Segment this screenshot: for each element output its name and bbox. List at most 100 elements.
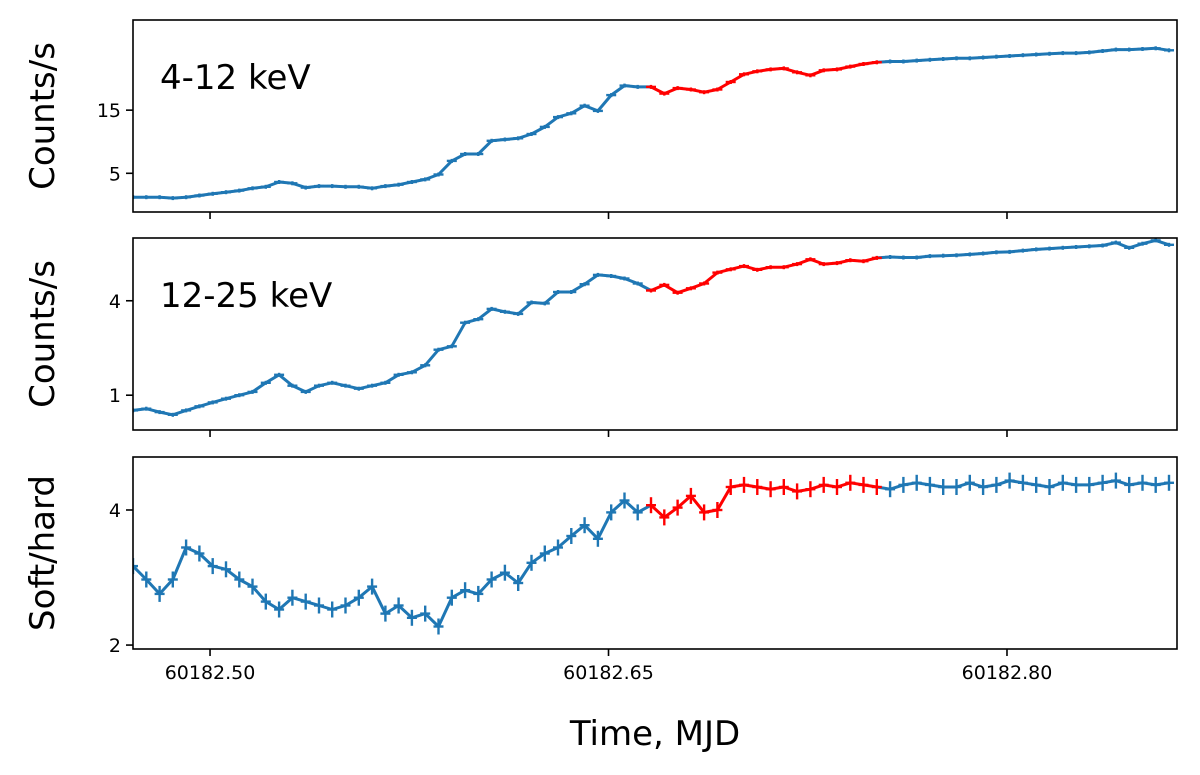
- data-point-soft: [832, 67, 842, 72]
- series-segment-ratio: [623, 499, 640, 514]
- data-point-soft: [1084, 50, 1095, 55]
- ylabel-ratio: Soft/hard: [23, 475, 63, 631]
- series-segment-hard: [264, 373, 281, 385]
- data-point-hard: [858, 259, 869, 264]
- plot-area-soft: [133, 46, 1174, 201]
- data-point-ratio: [167, 571, 178, 588]
- data-point-ratio: [1110, 472, 1121, 489]
- data-point-ratio: [380, 605, 391, 622]
- xtick-label: 60182.80: [962, 662, 1053, 684]
- series-segment-ratio: [583, 523, 600, 541]
- data-point-hard: [699, 281, 710, 286]
- data-point-soft: [739, 72, 749, 77]
- series-segment-ratio: [476, 578, 494, 596]
- data-point-soft: [1057, 51, 1068, 56]
- data-point-ratio: [951, 479, 962, 495]
- series-segment-ratio: [530, 552, 547, 565]
- data-point-ratio: [181, 539, 192, 556]
- data-point-hard: [353, 386, 364, 391]
- data-point-soft: [964, 56, 975, 61]
- data-point-hard: [207, 400, 218, 405]
- data-point-soft: [274, 180, 285, 184]
- data-point-ratio: [659, 509, 670, 526]
- series-segment-ratio: [264, 600, 281, 611]
- data-point-ratio: [978, 479, 989, 495]
- data-point-soft: [287, 181, 298, 186]
- data-point-soft: [699, 90, 710, 95]
- data-point-hard: [393, 372, 404, 377]
- data-point-ratio: [221, 561, 231, 578]
- data-point-ratio: [1164, 474, 1174, 491]
- data-point-ratio: [898, 476, 909, 493]
- data-point-hard: [300, 389, 311, 394]
- data-point-soft: [898, 59, 909, 64]
- data-point-soft: [778, 66, 789, 71]
- series-segment-ratio: [383, 604, 401, 616]
- series-segment-hard: [583, 273, 600, 286]
- data-point-hard: [340, 383, 351, 388]
- data-point-hard: [513, 311, 524, 316]
- data-point-hard: [579, 282, 590, 287]
- data-point-soft: [1097, 49, 1108, 53]
- data-point-hard: [1097, 243, 1108, 248]
- data-point-ratio: [314, 597, 324, 614]
- ytick-label: 4: [109, 291, 121, 313]
- panel-label-hard: 12-25 keV: [160, 276, 332, 316]
- data-point-hard: [314, 383, 324, 388]
- series-segment-hard: [516, 301, 533, 316]
- series-segment-ratio: [689, 494, 706, 514]
- series-segment-hard: [423, 348, 440, 367]
- data-point-ratio: [194, 545, 205, 562]
- series-segment-hard: [383, 373, 401, 385]
- panel-hard: 12-25 keV Counts/s 14: [23, 237, 1178, 431]
- data-point-ratio: [247, 578, 258, 595]
- data-point-hard: [194, 404, 205, 409]
- data-point-ratio: [752, 479, 763, 495]
- data-point-hard: [659, 282, 670, 287]
- data-point-hard: [433, 347, 444, 352]
- data-point-hard: [260, 380, 271, 385]
- data-point-soft: [486, 138, 497, 143]
- data-point-soft: [1071, 51, 1082, 56]
- data-point-ratio: [1004, 472, 1015, 489]
- data-point-ratio: [327, 601, 338, 618]
- series-group-ratio: [133, 472, 1174, 635]
- series-segment-ratio: [662, 506, 680, 519]
- series-segment-hard: [569, 282, 587, 294]
- data-point-hard: [1017, 248, 1028, 253]
- data-point-ratio: [526, 554, 537, 571]
- frame-hard: [132, 237, 1178, 431]
- data-point-ratio: [154, 585, 165, 602]
- data-point-hard: [553, 290, 563, 294]
- x-ticks: 60182.50 60182.65 60182.80: [165, 212, 1053, 684]
- ytick-label: 1: [109, 385, 121, 407]
- data-point-soft: [553, 115, 563, 120]
- data-point-hard: [592, 272, 603, 277]
- series-segment-ratio: [344, 596, 361, 607]
- data-point-ratio: [592, 530, 603, 547]
- data-point-hard: [446, 344, 457, 349]
- data-point-ratio: [353, 589, 364, 606]
- series-segment-soft: [596, 93, 613, 113]
- data-point-ratio: [207, 558, 218, 575]
- series-segment-ratio: [133, 564, 148, 581]
- data-point-soft: [433, 172, 444, 177]
- data-point-hard: [938, 253, 949, 258]
- data-point-ratio: [460, 582, 471, 599]
- data-point-ratio: [393, 597, 404, 614]
- yticks-soft: 5 15: [97, 100, 133, 185]
- ylabel-soft: Counts/s: [23, 42, 63, 190]
- series-segment-ratio: [370, 585, 387, 616]
- data-point-hard: [765, 265, 776, 270]
- data-point-hard: [1137, 241, 1148, 246]
- data-point-hard: [898, 255, 909, 260]
- data-point-hard: [1071, 245, 1082, 249]
- frame-ratio: [132, 456, 1178, 650]
- series-segment-ratio: [516, 561, 533, 585]
- data-point-hard: [473, 317, 484, 322]
- data-point-hard: [539, 301, 550, 306]
- data-point-soft: [1137, 47, 1148, 51]
- data-point-ratio: [260, 593, 271, 610]
- data-point-ratio: [805, 481, 816, 498]
- data-point-ratio: [778, 479, 789, 495]
